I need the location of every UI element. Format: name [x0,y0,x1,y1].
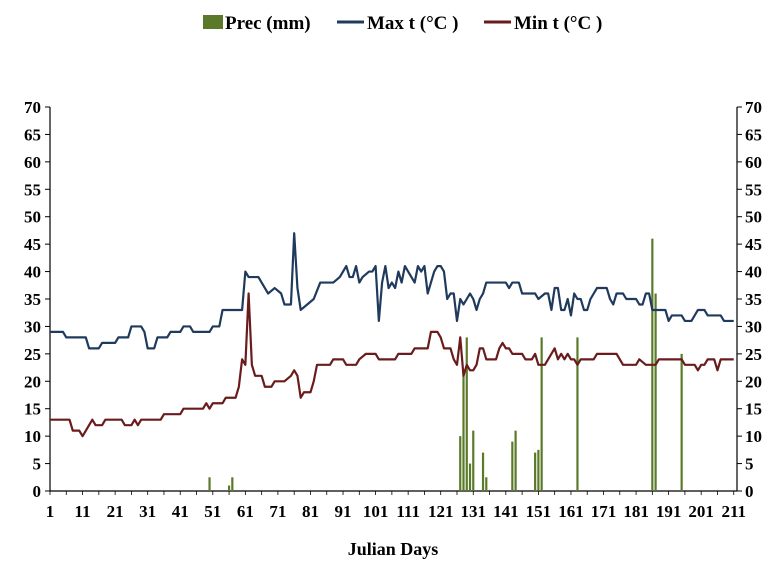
y-tick-label-right: 35 [745,290,762,309]
x-tick-label: 131 [461,502,487,521]
x-tick-label: 41 [172,502,189,521]
y-tick-label-right: 70 [745,98,762,117]
y-tick-label-right: 40 [745,263,762,282]
y-tick-label-left: 25 [24,345,41,364]
y-tick-label-left: 0 [33,482,42,501]
x-tick-label: 181 [623,502,649,521]
y-tick-label-right: 55 [745,180,762,199]
y-tick-label-right: 15 [745,400,762,419]
x-tick-label: 71 [269,502,286,521]
legend-label-prec: Prec (mm) [225,13,311,34]
x-tick-label: 21 [107,502,124,521]
legend-item-prec: Prec (mm) [203,13,311,34]
y-tick-label-left: 20 [24,372,41,391]
min-t-line [50,292,734,438]
prec-bar [227,485,231,491]
x-tick-label: 191 [656,502,682,521]
prec-bar [511,441,514,491]
y-ticks-left: 0 5 10 15 20 25 30 35 40 45 50 55 60 65 70 [24,98,50,501]
lines [50,232,734,438]
prec-bar [468,463,472,491]
prec-bar [465,337,468,491]
y-tick-label-left: 65 [24,125,41,144]
prec-bar [537,449,540,491]
x-axis-title: Julian Days [348,539,439,559]
legend-item-max-t: Max t (°C ) [337,13,458,34]
legend-label-min-t: Min t (°C ) [514,13,602,34]
y-tick-label-left: 60 [24,153,41,172]
y-tick-label-left: 55 [24,180,41,199]
y-tick-label-right: 65 [745,125,762,144]
x-ticks: 1 11 21 31 41 51 61 71 81 91 101 111 121 131 141 151 161… [46,491,746,521]
y-tick-label-left: 45 [24,235,41,254]
x-tick-label: 151 [526,502,552,521]
prec-bar [231,477,234,491]
x-tick-label: 201 [688,502,714,521]
y-tick-label-right: 45 [745,235,762,254]
x-tick-label: 51 [204,502,221,521]
x-tick-label: 171 [591,502,617,521]
prec-bar [485,477,488,491]
prec-bar [459,436,462,491]
prec-bar [654,293,657,491]
prec-bar [481,452,485,491]
x-tick-label: 91 [335,502,352,521]
x-tick-label: 161 [558,502,584,521]
y-tick-label-left: 35 [24,290,41,309]
prec-bar [540,337,543,491]
y-tick-label-right: 25 [745,345,762,364]
x-tick-label: 81 [302,502,319,521]
y-tick-label-right: 50 [745,208,762,227]
x-tick-label: 211 [721,502,746,521]
prec-bar [514,430,517,491]
y-tick-label-right: 30 [745,317,762,336]
y-tick-label-left: 50 [24,208,41,227]
x-tick-label: 121 [428,502,454,521]
y-tick-label-left: 15 [24,400,41,419]
y-tick-label-left: 70 [24,98,41,117]
y-tick-label-left: 10 [24,427,41,446]
legend-label-max-t: Max t (°C ) [367,13,458,34]
x-tick-label: 141 [493,502,519,521]
y-tick-label-right: 20 [745,372,762,391]
x-tick-label: 111 [396,502,420,521]
y-tick-label-right: 5 [745,455,754,474]
legend-item-min-t: Min t (°C ) [484,13,602,34]
prec-bar [534,452,537,491]
prec-bar [208,477,211,491]
x-tick-label: 31 [139,502,156,521]
y-ticks-right: 0 5 10 15 20 25 30 35 40 45 50 55 60 65 70 [737,98,762,501]
prec-bar [462,370,465,491]
prec-bar [472,430,475,491]
legend: Prec (mm) Max t (°C ) Min t (°C ) [203,13,602,34]
y-tick-label-left: 5 [33,455,42,474]
y-tick-label-right: 0 [745,482,754,501]
x-tick-label: 11 [75,502,91,521]
y-tick-label-left: 30 [24,317,41,336]
x-tick-label: 1 [46,502,55,521]
max-t-line [50,232,734,350]
legend-swatch-prec [203,15,223,29]
y-tick-label-right: 10 [745,427,762,446]
prec-bar [680,353,683,491]
x-tick-label: 61 [237,502,254,521]
x-tick-label: 101 [363,502,389,521]
prec-bar [576,337,579,491]
y-tick-label-left: 40 [24,263,41,282]
y-tick-label-right: 60 [745,153,762,172]
